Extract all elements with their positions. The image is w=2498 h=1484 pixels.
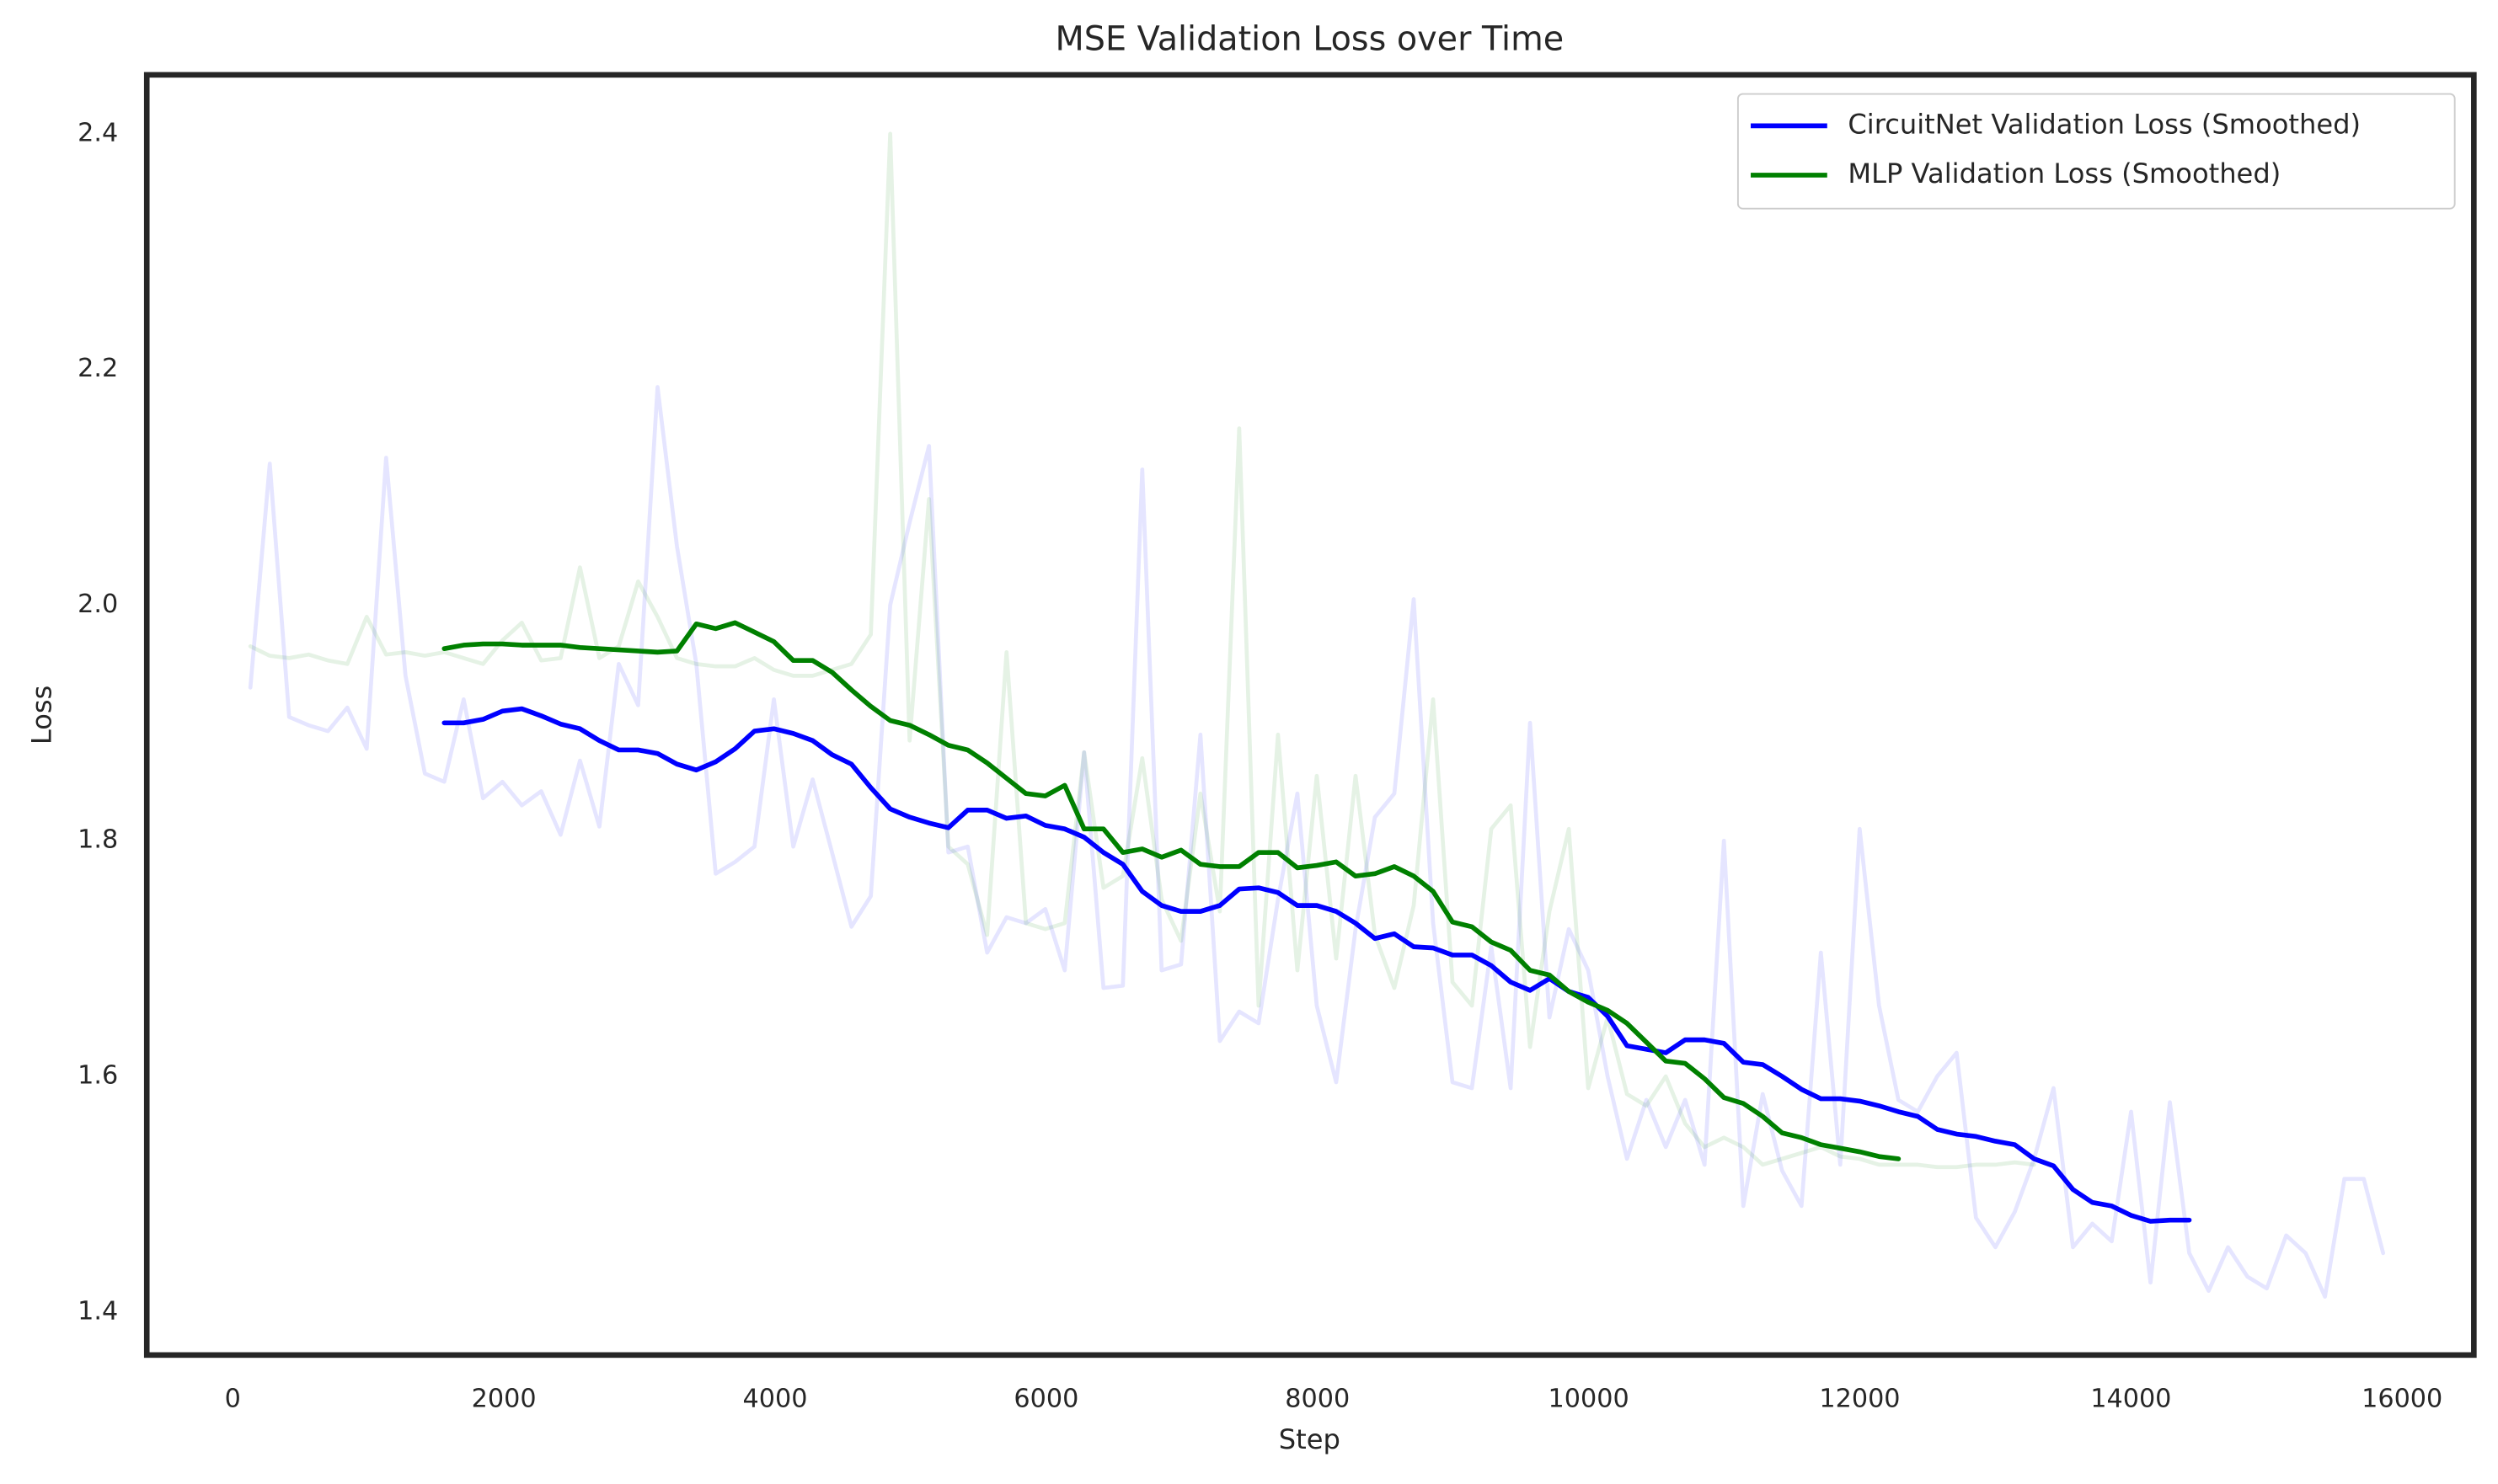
legend-label: CircuitNet Validation Loss (Smoothed) bbox=[1848, 108, 2361, 140]
y-axis-label: Loss bbox=[25, 686, 57, 745]
chart-title: MSE Validation Loss over Time bbox=[1056, 20, 1565, 59]
y-tick-label: 1.8 bbox=[78, 825, 118, 855]
smoothed-line bbox=[441, 706, 2192, 1224]
y-tick-label: 1.4 bbox=[78, 1296, 118, 1326]
y-tick-label: 1.6 bbox=[78, 1061, 118, 1091]
x-tick-label: 8000 bbox=[1285, 1384, 1350, 1413]
x-tick-label: 2000 bbox=[472, 1384, 537, 1413]
x-tick-label: 4000 bbox=[743, 1384, 808, 1413]
x-tick-label: 0 bbox=[225, 1384, 241, 1413]
x-tick-label: 12000 bbox=[1819, 1384, 1900, 1413]
legend-box bbox=[1736, 93, 2456, 210]
legend: CircuitNet Validation Loss (Smoothed) MLP… bbox=[1736, 93, 2456, 210]
raw-line bbox=[248, 131, 2036, 1170]
x-tick-label: 16000 bbox=[2362, 1384, 2442, 1413]
x-tick-label: 6000 bbox=[1014, 1384, 1078, 1413]
x-tick-label: 14000 bbox=[2090, 1384, 2171, 1413]
smoothed-line bbox=[441, 620, 1902, 1161]
y-tick-label: 2.4 bbox=[78, 118, 118, 147]
y-tick-label: 2.2 bbox=[78, 354, 118, 383]
plot-frame bbox=[143, 72, 2477, 1359]
raw-line bbox=[248, 385, 2386, 1299]
x-tick-label: 10000 bbox=[1549, 1384, 1629, 1413]
y-tick-label: 2.0 bbox=[78, 590, 118, 619]
x-axis-label: Step bbox=[1279, 1423, 1340, 1455]
legend-label: MLP Validation Loss (Smoothed) bbox=[1848, 157, 2281, 190]
